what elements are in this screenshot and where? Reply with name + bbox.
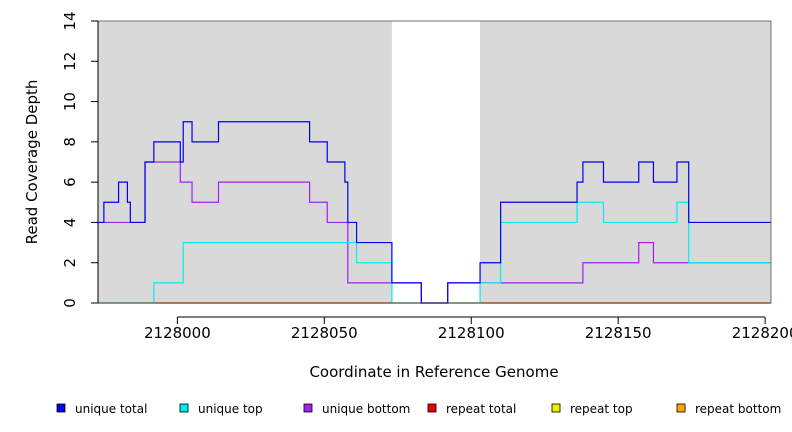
x-axis-title: Coordinate in Reference Genome <box>309 363 558 381</box>
legend-swatch <box>56 403 66 413</box>
x-tick-label: 2128150 <box>585 324 652 342</box>
y-tick-label: 2 <box>61 258 79 268</box>
series-line-unique-total <box>98 121 771 304</box>
y-tick-label: 8 <box>61 137 79 147</box>
legend-label: repeat total <box>446 402 516 416</box>
y-tick-label: 14 <box>61 11 79 30</box>
y-axis-title: Read Coverage Depth <box>23 80 41 245</box>
x-tick-label: 2128200 <box>732 324 792 342</box>
legend-swatch <box>179 403 189 413</box>
legend-label: unique bottom <box>322 402 410 416</box>
series-line-unique-top <box>98 201 771 304</box>
x-tick-label: 2128000 <box>144 324 211 342</box>
background-regions <box>98 21 771 303</box>
x-tick-label: 2128100 <box>438 324 505 342</box>
legend: unique total unique top unique bottom repea… <box>56 402 781 416</box>
legend-swatch <box>303 403 313 413</box>
legend-label: unique total <box>75 402 147 416</box>
y-tick-label: 10 <box>61 92 79 111</box>
legend-label: repeat bottom <box>695 402 781 416</box>
legend-swatch <box>427 403 437 413</box>
legend-label: unique top <box>198 402 263 416</box>
axes: 0 2 4 6 8 10 12 14 2128000 2128050 2128100 2128150 2… <box>61 11 792 342</box>
legend-label: repeat top <box>570 402 633 416</box>
y-tick-label: 0 <box>61 298 79 308</box>
y-tick-label: 12 <box>61 52 79 71</box>
x-tick-label: 2128050 <box>291 324 358 342</box>
y-tick-label: 4 <box>61 218 79 228</box>
legend-swatch <box>551 403 561 413</box>
legend-swatch <box>676 403 686 413</box>
y-tick-label: 6 <box>61 177 79 187</box>
background-region-1 <box>480 21 771 303</box>
